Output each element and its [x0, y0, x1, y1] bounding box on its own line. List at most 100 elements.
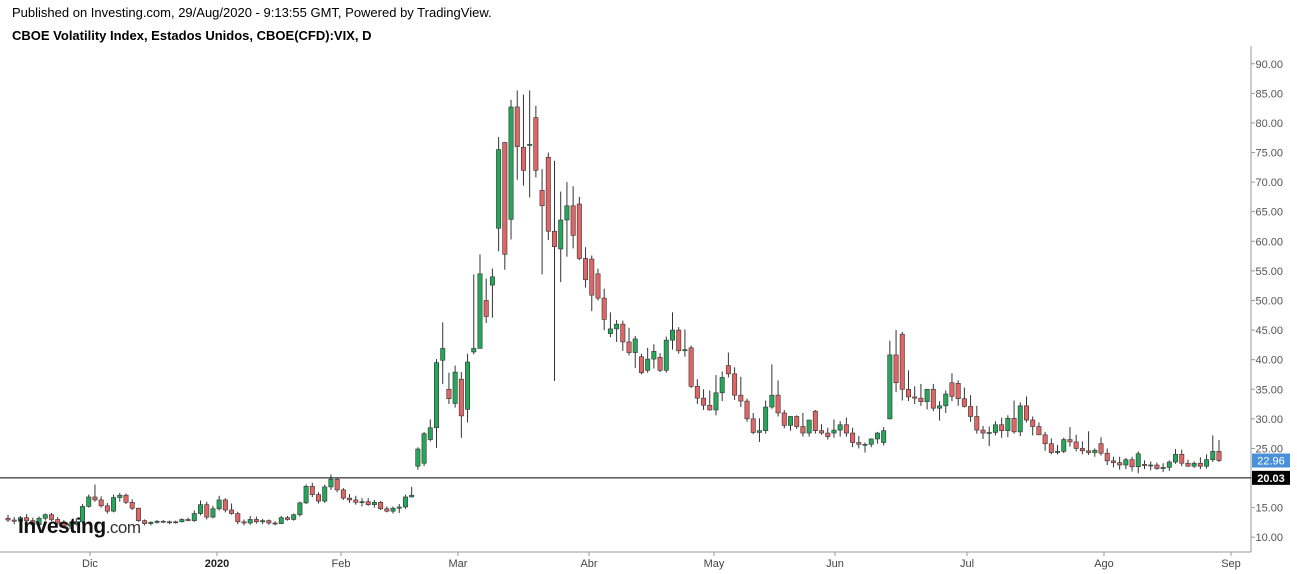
candle-body-down	[906, 388, 911, 398]
candle-body-down	[1142, 464, 1147, 466]
candle	[1185, 459, 1191, 467]
price-tick-label: 25.00	[1255, 443, 1283, 455]
price-tick-label: 60.00	[1255, 236, 1283, 248]
time-tick-label: Mar	[449, 558, 468, 570]
candle-body-down	[1073, 441, 1079, 449]
candle	[216, 495, 222, 511]
candle-body-down	[794, 416, 800, 427]
candle-body-down	[1185, 462, 1191, 467]
candle	[1204, 454, 1210, 469]
candle-body-up	[452, 371, 458, 404]
candle	[235, 511, 241, 525]
candle	[552, 160, 557, 381]
candle-body-down	[514, 106, 520, 147]
candle-body-up	[148, 522, 154, 524]
last-price-badge: 22.96	[1252, 453, 1290, 468]
candle	[1092, 448, 1098, 457]
candle	[589, 255, 595, 312]
candle-body-up	[1166, 461, 1172, 468]
candle	[850, 427, 856, 448]
candle	[396, 504, 402, 513]
candle-body-up	[1123, 459, 1129, 466]
candle	[527, 90, 533, 198]
candle	[160, 520, 166, 524]
candle-body-up	[763, 406, 769, 431]
candle	[291, 513, 297, 521]
candle	[788, 415, 793, 431]
candle	[663, 336, 669, 373]
candle	[465, 353, 471, 423]
candle	[545, 152, 551, 241]
candle-body-down	[968, 406, 974, 417]
candle-body-up	[881, 430, 887, 443]
candle	[750, 412, 756, 435]
candle	[1036, 422, 1042, 436]
price-tick-label: 70.00	[1255, 177, 1283, 189]
candle	[409, 486, 415, 498]
candle	[955, 380, 961, 406]
candle-body-down	[160, 520, 166, 523]
candle	[800, 412, 806, 437]
candle-body-up	[837, 424, 843, 431]
candle	[688, 345, 694, 389]
candle	[353, 495, 359, 505]
published-note: Published on Investing.com, 29/Aug/2020 …	[12, 5, 492, 20]
candle-body-down	[353, 499, 359, 503]
price-tick-label: 45.00	[1255, 325, 1283, 337]
candle	[1098, 437, 1104, 456]
reference-price-badge: 20.03	[1252, 470, 1290, 485]
candle	[55, 517, 61, 526]
candle	[247, 515, 253, 525]
candle	[601, 288, 607, 331]
candle-body-up	[173, 521, 179, 524]
candle	[173, 520, 179, 524]
candle-body-down	[545, 156, 551, 232]
candle-body-down	[595, 273, 601, 299]
candle-body-down	[1042, 434, 1048, 444]
candle	[142, 519, 148, 526]
time-tick-label: Sep	[1221, 558, 1241, 570]
candle	[937, 401, 943, 421]
candle	[42, 513, 48, 521]
candle	[222, 498, 228, 513]
candle	[1129, 456, 1135, 472]
candle	[713, 375, 719, 416]
candle-body-up	[607, 328, 613, 334]
candle	[5, 514, 11, 522]
candle-body-up	[297, 502, 303, 516]
candle-body-down	[135, 507, 141, 521]
candle	[874, 431, 880, 444]
candle	[241, 519, 247, 526]
candle	[1197, 457, 1203, 470]
candle-body-up	[80, 506, 85, 523]
candle-body-down	[123, 494, 129, 503]
candle	[378, 501, 384, 510]
candles-group	[5, 90, 1222, 529]
price-tick-label: 55.00	[1255, 266, 1283, 278]
candle-body-up	[409, 494, 415, 498]
candle-body-up	[471, 348, 477, 353]
candle-body-down	[701, 397, 707, 406]
candle-body-up	[477, 273, 483, 349]
candle-body-down	[893, 354, 899, 384]
candle	[371, 499, 377, 508]
candle	[402, 494, 408, 509]
chart-title: CBOE Volatility Index, Estados Unidos, C…	[12, 28, 372, 43]
candle-body-down	[949, 382, 955, 397]
candle-body-down	[899, 333, 905, 390]
candle-body-down	[539, 190, 545, 207]
candle	[881, 427, 887, 446]
candle	[427, 419, 433, 442]
price-tick-label: 35.00	[1255, 384, 1283, 396]
price-tick-label: 50.00	[1255, 295, 1283, 307]
time-axis: Dic 2020 Feb Mar Abr May Jun Jul Ago Sep	[82, 552, 1241, 570]
candle-body-up	[1173, 454, 1179, 463]
candle	[1135, 451, 1141, 474]
candle	[595, 268, 601, 301]
candle	[384, 506, 390, 513]
candle-body-up	[1135, 453, 1141, 468]
candle	[154, 520, 160, 524]
candle-body-down	[626, 341, 632, 353]
candle	[930, 383, 936, 412]
